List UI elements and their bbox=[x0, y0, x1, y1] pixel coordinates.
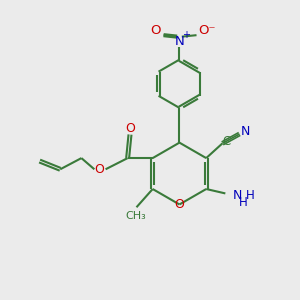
Text: N: N bbox=[241, 124, 250, 137]
Text: H: H bbox=[246, 189, 255, 202]
Text: O: O bbox=[94, 163, 104, 176]
Text: O: O bbox=[150, 24, 160, 37]
Text: N: N bbox=[175, 34, 184, 48]
Text: CH₃: CH₃ bbox=[125, 211, 146, 220]
Text: H: H bbox=[239, 196, 248, 209]
Text: C: C bbox=[222, 135, 230, 148]
Text: O: O bbox=[126, 122, 136, 135]
Text: N: N bbox=[233, 189, 242, 202]
Text: O: O bbox=[175, 198, 184, 211]
Text: +: + bbox=[182, 31, 190, 40]
Text: O⁻: O⁻ bbox=[198, 24, 215, 37]
